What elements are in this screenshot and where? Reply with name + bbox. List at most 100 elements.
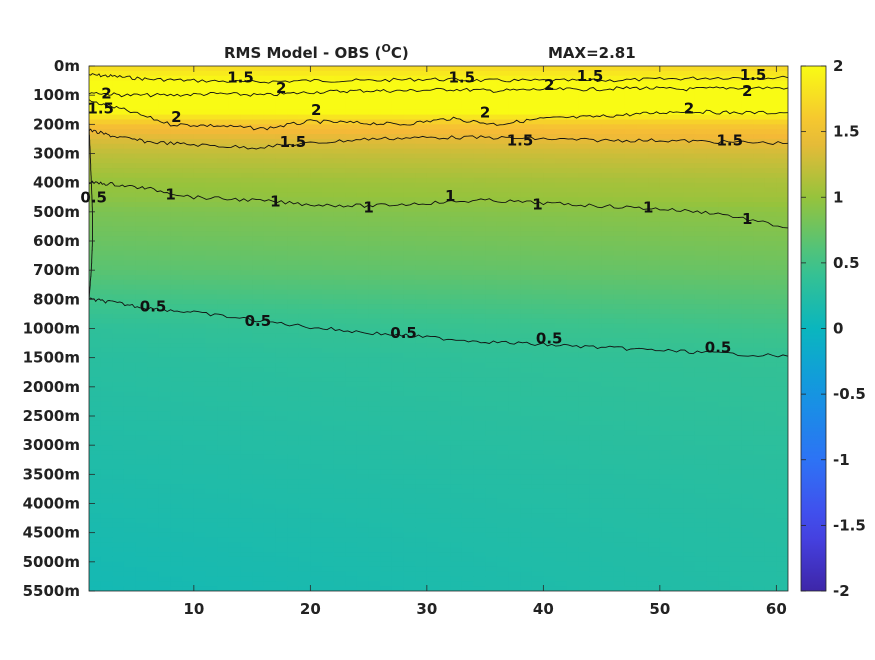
- heatmap-cell: [123, 241, 137, 247]
- heatmap-cell: [415, 143, 428, 150]
- heatmap-cell: [776, 95, 788, 101]
- heatmap-cell: [100, 226, 113, 232]
- heatmap-cell: [112, 284, 125, 291]
- heatmap-cell: [275, 367, 288, 373]
- heatmap-cell: [776, 454, 788, 461]
- heatmap-cell: [601, 430, 614, 437]
- heatmap-cell: [601, 158, 614, 164]
- heatmap-cell: [100, 294, 113, 300]
- heatmap-cell: [753, 338, 766, 344]
- heatmap-cell: [496, 70, 509, 77]
- heatmap-cell: [718, 197, 731, 203]
- heatmap-cell: [764, 420, 777, 427]
- heatmap-cell: [729, 197, 742, 203]
- heatmap-cell: [624, 95, 638, 101]
- heatmap-cell: [356, 260, 370, 266]
- heatmap-cell: [753, 450, 766, 456]
- heatmap-cell: [648, 454, 661, 461]
- heatmap-cell: [520, 318, 533, 325]
- heatmap-cell: [485, 158, 498, 164]
- heatmap-cell: [706, 119, 719, 125]
- heatmap-cell: [520, 284, 533, 291]
- heatmap-cell: [182, 333, 195, 339]
- heatmap-cell: [135, 226, 148, 232]
- heatmap-cell: [473, 241, 486, 247]
- heatmap-cell: [205, 265, 218, 271]
- heatmap-cell: [112, 372, 125, 378]
- heatmap-cell: [496, 265, 509, 271]
- heatmap-cell: [147, 265, 160, 271]
- heatmap-cell: [566, 66, 579, 72]
- heatmap-cell: [228, 318, 242, 325]
- heatmap-cell: [461, 347, 475, 354]
- heatmap-cell: [368, 464, 381, 471]
- heatmap-cell: [706, 391, 719, 398]
- heatmap-cell: [123, 124, 137, 130]
- heatmap-cell: [648, 66, 661, 72]
- heatmap-cell: [648, 391, 661, 398]
- heatmap-cell: [391, 372, 405, 378]
- heatmap-cell: [193, 153, 207, 159]
- heatmap-cell: [578, 420, 591, 427]
- heatmap-cell: [601, 323, 614, 330]
- heatmap-cell: [217, 153, 230, 159]
- heatmap-cell: [322, 299, 335, 305]
- heatmap-cell: [263, 425, 276, 432]
- heatmap-cell: [718, 114, 731, 121]
- heatmap-cell: [135, 338, 148, 344]
- heatmap-cell: [438, 124, 451, 130]
- heatmap-cell: [450, 450, 463, 456]
- heatmap-cell: [310, 411, 323, 417]
- heatmap-cell: [520, 182, 533, 189]
- heatmap-cell: [100, 450, 113, 456]
- heatmap-cell: [694, 158, 708, 164]
- heatmap-cell: [566, 260, 579, 266]
- heatmap-cell: [753, 158, 766, 164]
- heatmap-cell: [683, 143, 696, 150]
- heatmap-cell: [683, 270, 696, 276]
- heatmap-cell: [589, 124, 603, 130]
- heatmap-cell: [240, 182, 253, 189]
- heatmap-cell: [322, 362, 335, 368]
- heatmap-cell: [182, 236, 195, 242]
- heatmap-cell: [508, 386, 521, 393]
- heatmap-cell: [147, 138, 160, 145]
- heatmap-cell: [601, 138, 614, 145]
- heatmap-cell: [753, 177, 766, 184]
- heatmap-cell: [531, 445, 544, 451]
- heatmap-cell: [520, 187, 533, 193]
- heatmap-cell: [403, 143, 416, 150]
- heatmap-cell: [461, 182, 475, 189]
- heatmap-cell: [391, 275, 405, 281]
- heatmap-cell: [694, 343, 708, 349]
- heatmap-cell: [345, 430, 358, 437]
- heatmap-cell: [753, 124, 766, 130]
- heatmap-cell: [380, 197, 393, 203]
- heatmap-cell: [706, 211, 719, 218]
- heatmap-cell: [112, 197, 125, 203]
- heatmap-cell: [601, 119, 614, 125]
- heatmap-cell: [613, 343, 626, 349]
- heatmap-cell: [694, 143, 708, 150]
- heatmap-cell: [403, 416, 416, 422]
- heatmap-cell: [112, 294, 125, 300]
- heatmap-cell: [100, 138, 113, 145]
- heatmap-cell: [170, 124, 183, 130]
- heatmap-cell: [648, 294, 661, 300]
- heatmap-cell: [531, 318, 544, 325]
- heatmap-cell: [368, 250, 381, 257]
- heatmap-cell: [543, 177, 556, 184]
- heatmap-cell: [345, 391, 358, 398]
- heatmap-cell: [683, 70, 696, 77]
- heatmap-cell: [636, 445, 649, 451]
- heatmap-cell: [450, 279, 463, 286]
- heatmap-cell: [228, 420, 242, 427]
- heatmap-cell: [473, 352, 486, 359]
- heatmap-cell: [461, 75, 475, 82]
- heatmap-cell: [438, 333, 451, 339]
- heatmap-cell: [123, 352, 137, 359]
- heatmap-cell: [123, 138, 137, 145]
- heatmap-cell: [380, 236, 393, 242]
- heatmap-cell: [718, 328, 731, 334]
- heatmap-cell: [112, 406, 125, 412]
